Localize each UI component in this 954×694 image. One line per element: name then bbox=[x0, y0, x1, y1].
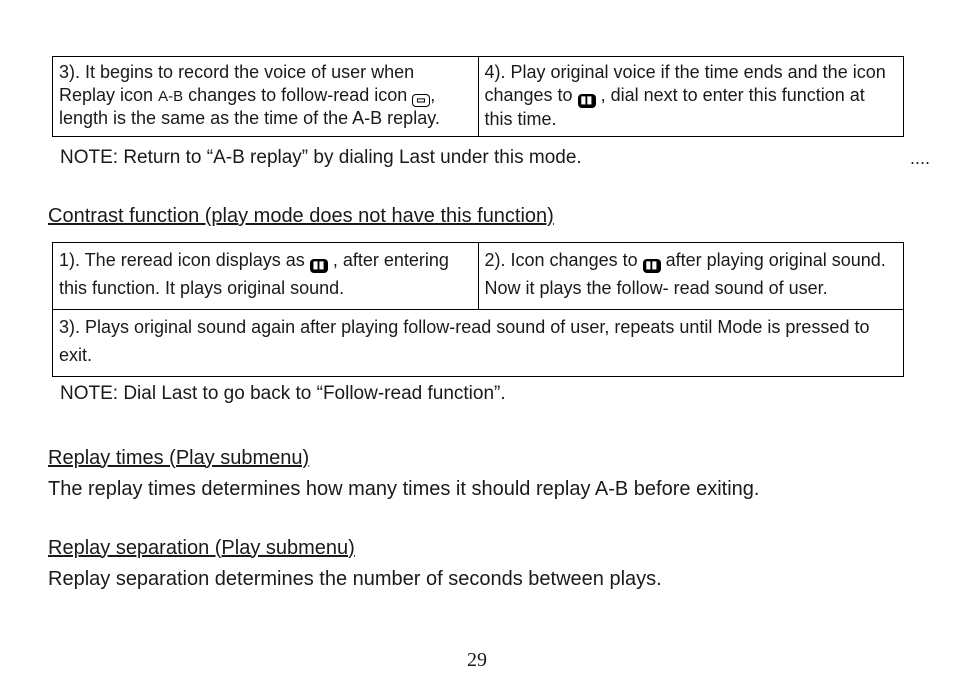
ellipsis-marker: .... bbox=[910, 148, 930, 169]
contrast-step-3: 3). Plays original sound again after pla… bbox=[53, 309, 904, 376]
replay-separation-body: Replay separation determines the number … bbox=[48, 566, 906, 593]
follow-read-icon: ▭ bbox=[412, 94, 430, 107]
contrast-function-heading: Contrast function (play mode does not ha… bbox=[48, 205, 906, 228]
follow-read-steps-table: 3). It begins to record the voice of use… bbox=[52, 56, 904, 137]
manual-page: 3). It begins to record the voice of use… bbox=[0, 0, 954, 694]
note-ab-replay: NOTE: Return to “A-B replay” by dialing … bbox=[60, 147, 906, 169]
step-4-cell: 4). Play original voice if the time ends… bbox=[478, 57, 904, 137]
play-icon: ▮▮ bbox=[578, 94, 596, 108]
replay-times-heading: Replay times (Play submenu) bbox=[48, 447, 906, 470]
replay-separation-heading: Replay separation (Play submenu) bbox=[48, 537, 906, 560]
page-number: 29 bbox=[0, 649, 954, 672]
reread-icon: ▮▮ bbox=[310, 259, 328, 273]
contrast-step-1: 1). The reread icon displays as ▮▮ , aft… bbox=[53, 243, 479, 310]
contrast-function-table: 1). The reread icon displays as ▮▮ , aft… bbox=[52, 242, 904, 377]
step-3-text-b: changes to follow-read icon bbox=[188, 85, 407, 105]
note-follow-read: NOTE: Dial Last to go back to “Follow-re… bbox=[60, 383, 906, 405]
contrast-step-2: 2). Icon changes to ▮▮ after playing ori… bbox=[478, 243, 904, 310]
step-3-cell: 3). It begins to record the voice of use… bbox=[53, 57, 479, 137]
contrast-2-text-a: 2). Icon changes to bbox=[485, 250, 643, 270]
reread-icon-alt: ▮▮ bbox=[643, 259, 661, 273]
ab-icon-text: A-B bbox=[158, 88, 183, 105]
contrast-1-text-a: 1). The reread icon displays as bbox=[59, 250, 310, 270]
replay-times-body: The replay times determines how many tim… bbox=[48, 476, 906, 503]
